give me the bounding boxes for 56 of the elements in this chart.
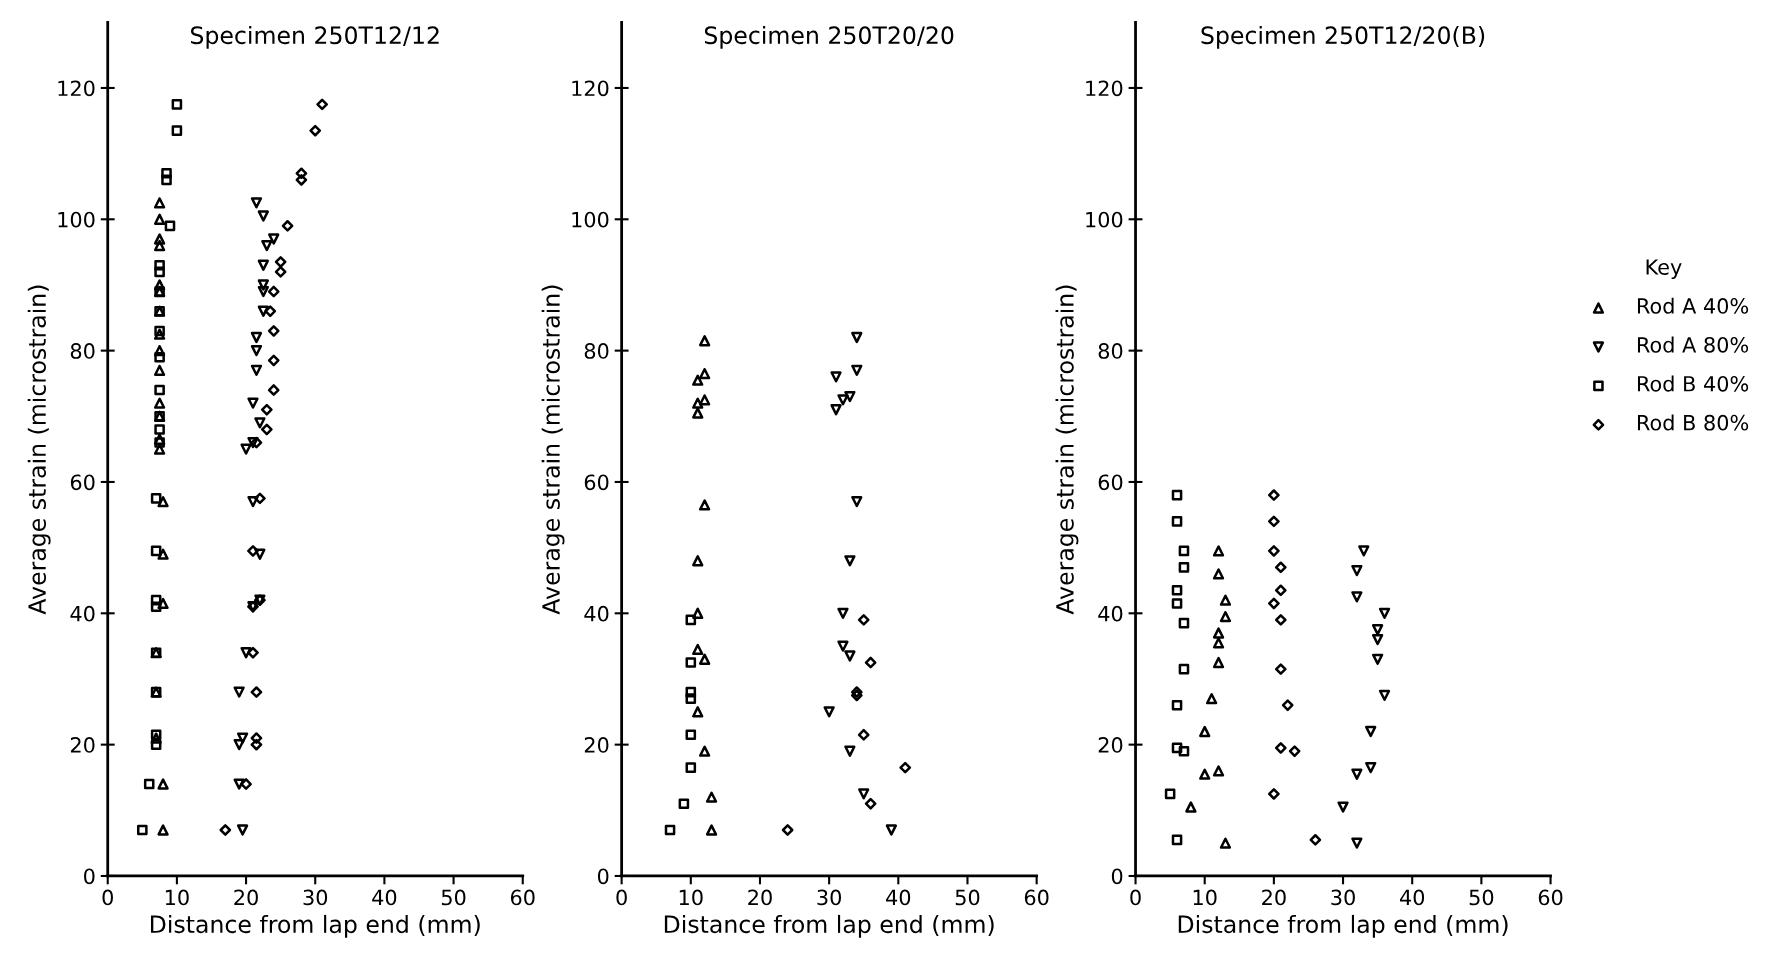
y-axis-title: Average strain (microstrain) xyxy=(541,285,565,615)
y-tick-label: 60 xyxy=(584,474,609,491)
y-tick-label: 80 xyxy=(1098,343,1123,359)
y-tick-label: 100 xyxy=(572,211,609,228)
y-tick-label: 120 xyxy=(1086,80,1123,97)
y-tick-label: 40 xyxy=(70,605,95,622)
x-tick-label: 60 xyxy=(510,889,535,906)
x-tick-label: 30 xyxy=(303,889,328,906)
x-tick-label: 10 xyxy=(679,889,703,906)
y-tick-label: 20 xyxy=(1098,737,1123,753)
chart-title: Specimen 250T12/12 xyxy=(191,25,439,49)
legend-label: Rod B 40% xyxy=(1637,375,1749,392)
x-tick-label: 0 xyxy=(616,889,627,906)
y-tick-label: 80 xyxy=(70,343,95,359)
y-tick-label: 60 xyxy=(1098,474,1123,491)
y-tick-label: 120 xyxy=(58,80,95,97)
x-tick-label: 0 xyxy=(102,889,113,906)
legend-label: Rod A 40% xyxy=(1637,297,1749,314)
y-tick-label: 100 xyxy=(1086,211,1123,228)
y-tick-label: 0 xyxy=(597,868,609,885)
y-tick-label: 40 xyxy=(584,605,609,622)
chart-title: Specimen 250T12/20(B) xyxy=(1201,25,1485,49)
x-tick-label: 40 xyxy=(372,889,397,906)
x-tick-label: 30 xyxy=(817,889,842,906)
x-tick-label: 50 xyxy=(441,889,466,906)
y-axis-title: Average strain (microstrain) xyxy=(1055,285,1079,615)
x-tick-label: 60 xyxy=(1024,889,1049,906)
legend-label: Rod B 80% xyxy=(1637,414,1749,431)
y-tick-label: 0 xyxy=(1111,868,1123,885)
x-tick-label: 60 xyxy=(1538,889,1563,906)
y-tick-label: 120 xyxy=(572,80,609,97)
x-tick-label: 30 xyxy=(1331,889,1355,906)
y-tick-label: 20 xyxy=(70,737,95,753)
y-axis-title: Average strain (microstrain) xyxy=(27,285,51,615)
x-axis-title: Distance from lap end (mm) xyxy=(150,914,480,938)
y-tick-label: 0 xyxy=(84,868,95,885)
x-axis-title: Distance from lap end (mm) xyxy=(664,914,994,938)
x-tick-label: 40 xyxy=(886,889,911,906)
x-tick-label: 20 xyxy=(1262,889,1286,906)
legend-label: Rod A 80% xyxy=(1637,336,1749,353)
x-tick-label: 40 xyxy=(1399,889,1425,906)
x-tick-label: 10 xyxy=(1193,889,1217,906)
y-tick-label: 20 xyxy=(584,737,609,753)
x-tick-label: 50 xyxy=(1469,889,1494,906)
chart-title: Specimen 250T20/20 xyxy=(704,25,954,49)
x-axis-title: Distance from lap end (mm) xyxy=(1178,914,1508,938)
x-tick-label: 50 xyxy=(955,889,980,906)
y-tick-label: 80 xyxy=(584,343,609,359)
x-tick-label: 10 xyxy=(165,889,189,906)
y-tick-label: 40 xyxy=(1098,605,1123,622)
y-tick-label: 60 xyxy=(70,474,95,491)
x-tick-label: 20 xyxy=(234,889,258,906)
x-tick-label: 0 xyxy=(1130,889,1141,906)
x-tick-label: 20 xyxy=(748,889,772,906)
y-tick-label: 100 xyxy=(58,211,95,228)
legend-title: Key xyxy=(1646,259,1682,279)
